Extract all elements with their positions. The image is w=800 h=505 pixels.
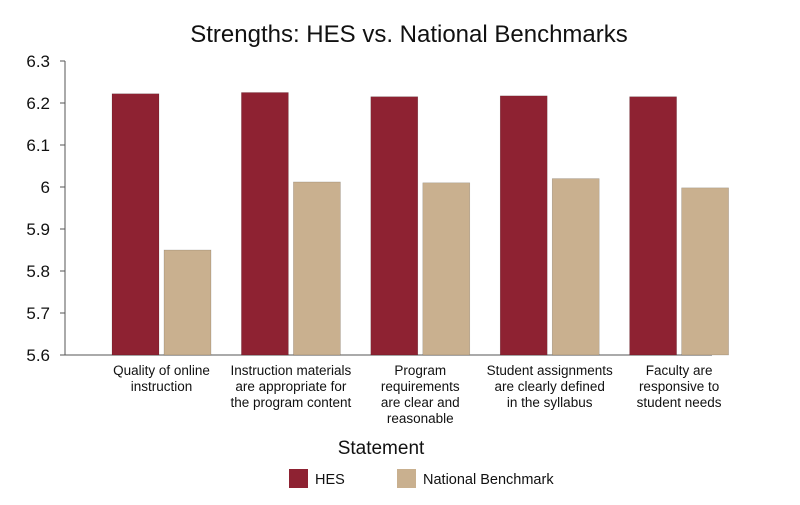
y-tick-label: 5.6 [26,346,50,365]
bar-national-benchmark [551,178,600,356]
x-tick-label-line: are appropriate for [235,379,347,394]
x-tick-label-line: Program [394,363,446,378]
x-tick-label-line: reasonable [387,411,454,426]
x-tick-label-line: responsive to [639,379,719,394]
y-tick-label: 6.1 [26,136,50,155]
y-tick-label: 6.3 [26,52,50,71]
legend: HES National Benchmark [289,469,554,488]
x-tick-label-line: are clearly defined [495,379,605,394]
x-tick-label-line: instruction [131,379,193,394]
x-tick-label-line: in the syllabus [507,395,593,410]
bar-national-benchmark [163,249,212,356]
legend-label: HES [315,472,345,488]
y-tick-label: 5.7 [26,304,50,323]
bar-hes [629,96,677,356]
x-axis-title: Statement [338,438,425,459]
x-tick-label-line: requirements [381,379,460,394]
x-tick-label: Faculty are responsive to student needs [637,363,722,410]
x-tick-label-line: Instruction materials [231,363,352,378]
bar-hes [111,93,160,356]
x-tick-label: Student assignments are clearly defined in… [487,363,613,410]
y-tick-label: 5.8 [26,262,50,281]
x-tick-label: Instruction materials are appropriate for… [230,363,351,410]
legend-swatch [397,469,416,488]
bar-hes [499,95,548,356]
x-tick-label: Quality of online instruction [113,363,210,394]
x-tick-label-line: the program content [230,395,351,410]
legend-label: National Benchmark [423,472,554,488]
bar-national-benchmark [422,182,471,356]
y-tick-label: 6.2 [26,94,50,113]
y-tick-label: 5.9 [26,220,50,239]
legend-swatch [289,469,308,488]
bar-hes [241,92,289,356]
x-tick-label: Program requirements are clear and reasonab… [381,363,460,426]
x-tick-label-line: Student assignments [487,363,613,378]
x-tick-label-line: are clear and [381,395,460,410]
x-tick-label-line: Quality of online [113,363,210,378]
bar-hes [370,96,419,356]
x-tick-label-line: Faculty are [646,363,713,378]
chart-title: Strengths: HES vs. National Benchmarks [190,21,628,48]
y-tick-label: 6 [41,178,50,197]
bar-national-benchmark [681,187,729,356]
bar-national-benchmark [293,181,341,356]
x-tick-label-line: student needs [637,395,722,410]
